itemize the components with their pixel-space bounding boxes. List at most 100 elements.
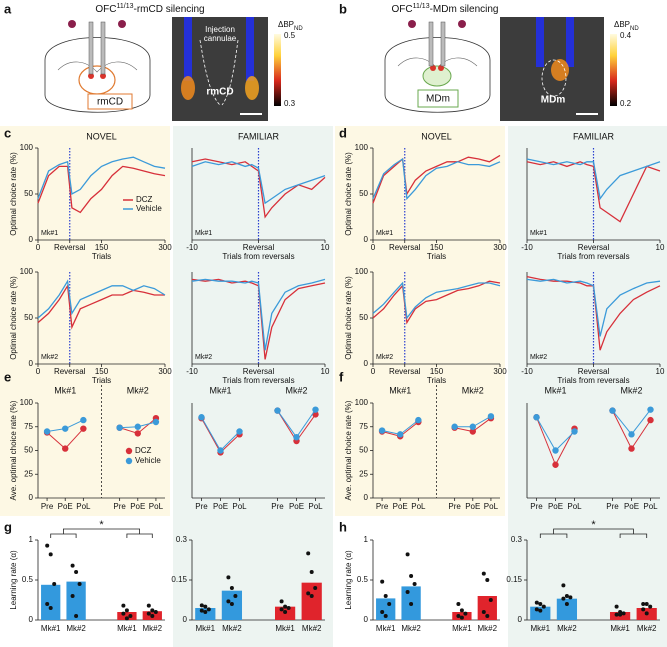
point: [121, 603, 126, 608]
dot: [152, 418, 160, 426]
illustration-b: OFC11/13-MDm silencing MDm MDm ΔBPND 0.4…: [384, 3, 639, 121]
point: [229, 602, 234, 606]
x-tick-label: PoL: [567, 502, 582, 511]
panel-label: c: [4, 125, 11, 140]
legend-label: Vehicle: [136, 204, 162, 213]
chart: -10 Reversal 10 Trials from reversals Mk#2: [186, 272, 330, 385]
point: [538, 608, 543, 613]
series-line: [37, 156, 166, 199]
group-title: Mk#1: [209, 385, 231, 395]
region-label: rmCD: [97, 97, 123, 108]
title-part: OFC: [391, 4, 412, 15]
y-tick-label: 0: [29, 615, 34, 624]
bar: [556, 598, 578, 620]
y-tick-label: 0.3: [176, 535, 188, 544]
x-tick-label: 0: [36, 367, 41, 376]
y-tick-label: 50: [24, 189, 33, 198]
cannula: [88, 21, 94, 75]
y-tick-label: 0.15: [506, 575, 522, 584]
x-axis-label: Trials from reversals: [557, 252, 629, 261]
connector: [220, 433, 240, 453]
colorbar-title: ΔBPND: [278, 20, 303, 31]
point: [456, 614, 461, 618]
x-tick-label: Mk#1: [376, 624, 396, 633]
point: [641, 607, 646, 612]
x-tick-label: 150: [430, 367, 444, 376]
x-tick-label: -10: [186, 367, 198, 376]
significance-label: *: [591, 519, 596, 531]
dot: [469, 423, 476, 430]
chart: Pre PoE PoL Pre PoE PoL Mk#1 Mk#2: [526, 385, 660, 511]
group-title: Mk#1: [54, 385, 76, 395]
dot: [647, 406, 654, 413]
chart: 0 0.15 0.3 Mk#1 Mk#2 Mk#1 Mk#2 *: [506, 519, 660, 633]
mk-label: Mk#1: [376, 230, 393, 237]
x-tick-label: Pre: [376, 502, 389, 511]
group-title: Mk#2: [620, 385, 642, 395]
x-tick-label: 10: [321, 367, 330, 376]
point: [306, 591, 311, 596]
y-axis-label: Optimal choice rate (%): [344, 152, 353, 236]
y-axis-label: Ave. optimal choice rate (%): [344, 400, 353, 500]
y-tick-label: 0.5: [22, 575, 34, 584]
point: [485, 614, 490, 618]
colorbar-label: ΔBP: [278, 20, 294, 29]
point: [313, 586, 318, 590]
x-tick-label: PoL: [232, 502, 247, 511]
x-tick-label: Pre: [41, 502, 54, 511]
x-tick-label: 300: [158, 243, 172, 252]
title-part: -rmCD silencing: [133, 4, 204, 15]
panel-labels: a b c d e f g h: [4, 1, 347, 534]
cannula: [428, 21, 434, 67]
point: [74, 570, 79, 574]
group-title: Mk#2: [285, 385, 307, 395]
point: [541, 604, 546, 609]
title-part: OFC: [95, 4, 116, 15]
x-tick-label: Mk#2: [143, 624, 163, 633]
panel-label: d: [339, 125, 347, 140]
connector: [65, 419, 84, 430]
y-tick-label: 100: [20, 143, 34, 152]
dot: [378, 427, 386, 434]
x-tick-label: PoE: [130, 502, 145, 511]
marker: [458, 20, 466, 28]
chart: 0 0.5 1 Learning rate (α) Mk#1 Mk#2 Mk#1 Mk#2 *: [9, 519, 165, 633]
mk-label: Mk#1: [195, 230, 212, 237]
point: [459, 615, 464, 620]
connector: [201, 417, 221, 451]
x-axis-label: Trials from reversals: [222, 376, 294, 385]
mk-label: Mk#2: [530, 354, 547, 361]
y-tick-label: 25: [359, 469, 368, 478]
point: [45, 602, 50, 606]
dot: [533, 414, 540, 421]
group-title: Mk#2: [127, 385, 149, 395]
y-tick-label: 100: [20, 267, 34, 276]
significance-label: *: [99, 519, 104, 531]
x-tick-label: Reversal: [54, 367, 86, 376]
cannula-track: [246, 17, 254, 81]
point: [534, 600, 539, 605]
point: [45, 543, 50, 548]
chart: -10 Reversal 10 Trials from reversals Mk#2: [521, 272, 665, 385]
x-tick-label: Mk#2: [401, 624, 421, 633]
x-tick-label: PoE: [624, 502, 639, 511]
mk-label: Mk#1: [530, 230, 547, 237]
y-axis-label: Learning rate (α): [9, 550, 18, 610]
point: [286, 606, 291, 610]
y-axis-label: Optimal choice rate (%): [9, 276, 18, 360]
injection-site: [88, 73, 94, 79]
dot: [469, 428, 476, 435]
x-tick-label: Mk#1: [117, 624, 137, 633]
x-tick-label: 10: [656, 367, 665, 376]
x-tick-label: Reversal: [578, 367, 610, 376]
x-tick-label: 0: [371, 367, 376, 376]
colorbar-label: ΔBP: [614, 20, 630, 29]
series-line: [526, 158, 661, 201]
point: [409, 602, 414, 606]
dot: [451, 423, 458, 430]
series-line: [372, 157, 501, 201]
colorbar: [610, 34, 617, 106]
dot: [571, 428, 578, 435]
colorbar-max: 0.4: [620, 31, 632, 40]
dot: [80, 425, 87, 432]
